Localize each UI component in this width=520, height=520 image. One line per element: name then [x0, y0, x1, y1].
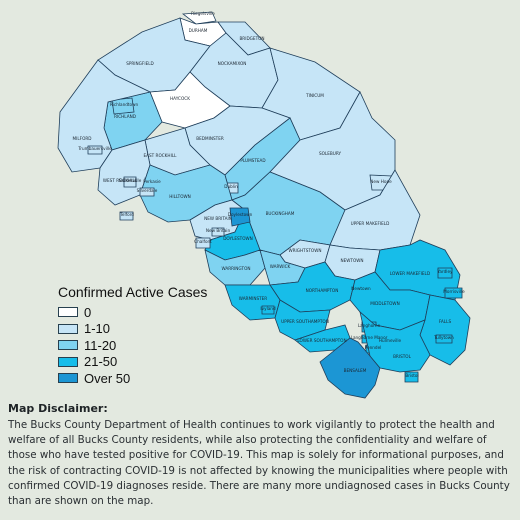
- municipality-label-langhorne: Langhorne: [358, 323, 381, 328]
- municipality-label-silverdale: Silverdale: [137, 188, 158, 193]
- municipality-label-new-britain-twp: NEW BRITAIN: [204, 216, 232, 221]
- municipality-label-milford: MILFORD: [72, 136, 91, 141]
- legend-label-11-20: 11-20: [84, 337, 117, 353]
- municipality-bensalem: [319, 337, 381, 399]
- municipality-label-nockamixon: NOCKAMIXON: [218, 61, 247, 66]
- municipality-label-new-britain-boro: New Britain: [206, 228, 231, 233]
- municipality-label-haycock: HAYCOCK: [170, 96, 190, 101]
- municipality-tullytown: [435, 334, 453, 344]
- municipality-label-warrington: WARRINGTON: [221, 266, 250, 271]
- municipality-label-ivyland: Ivyland: [260, 306, 276, 311]
- legend-item-11-20: 11-20: [58, 337, 228, 354]
- municipality-upper-southampton: [274, 299, 331, 341]
- municipality-labels: Riegelsville DURHAM BRIDGETON SPRINGFIELD NO…: [72, 11, 465, 378]
- municipality-label-lower-southampton: LOWER SOUTHAMPTON: [297, 338, 346, 343]
- municipality-label-solebury: SOLEBURY: [319, 151, 342, 156]
- municipality-label-langhorne-manor: Langhorne Manor: [351, 335, 388, 340]
- municipality-warminster: [224, 284, 281, 321]
- municipality-label-hulmeville: Hulmeville: [379, 338, 402, 343]
- municipality-label-falls: FALLS: [439, 319, 452, 324]
- bucks-county-map: Riegelsville DURHAM BRIDGETON SPRINGFIELD NO…: [57, 11, 471, 399]
- municipality-shapes: [57, 11, 471, 399]
- municipality-label-northampton: NORTHAMPTON: [306, 288, 339, 293]
- legend-swatch-1-10: [58, 323, 78, 334]
- municipality-ivyland: [261, 305, 275, 315]
- legend-swatch-11-20: [58, 340, 78, 351]
- disclaimer-body: The Bucks County Department of Health co…: [8, 419, 510, 508]
- municipality-label-buckingham: BUCKINGHAM: [266, 211, 295, 216]
- municipality-doylestown-boro: [229, 207, 251, 227]
- municipality-label-bedminster: BEDMINSTER: [196, 136, 224, 141]
- municipality-label-newtown-twp: NEWTOWN: [340, 258, 363, 263]
- municipality-label-penndel: Penndel: [365, 345, 382, 350]
- municipality-label-warminster: WARMINSTER: [239, 296, 268, 301]
- municipality-label-riegelsville: Riegelsville: [191, 11, 215, 16]
- municipality-new-britain-boro: [211, 227, 225, 237]
- municipality-label-durham: DURHAM: [189, 28, 208, 33]
- municipality-label-bensalem: BENSALEM: [344, 368, 367, 373]
- municipality-telford: [119, 211, 134, 221]
- legend-item-21-50: 21-50: [58, 354, 228, 371]
- municipality-chalfont: [195, 237, 211, 249]
- municipality-label-west-rockhill: WEST ROCKHILL: [103, 178, 138, 183]
- legend-title: Confirmed Active Cases: [58, 284, 208, 300]
- municipality-trumbauersville: [87, 145, 103, 155]
- municipality-label-bristol-twp: BRISTOL: [393, 354, 412, 359]
- municipality-label-bridgeton: BRIDGETON: [239, 36, 264, 41]
- disclaimer-title: Map Disclaimer:: [8, 402, 108, 415]
- municipality-label-wrightstown: WRIGHTSTOWN: [288, 248, 321, 253]
- municipality-silverdale: [139, 187, 155, 197]
- municipality-yardley: [437, 267, 453, 279]
- legend-label-zero: 0: [84, 304, 92, 320]
- legend-label-1-10: 1-10: [84, 321, 111, 337]
- municipality-label-sellersville: Sellersville: [119, 178, 142, 183]
- municipality-sellersville: [123, 176, 137, 188]
- municipality-label-new-hope: New Hope: [370, 179, 392, 184]
- municipality-label-springfield: SPRINGFIELD: [126, 61, 154, 66]
- legend-item-zero: 0: [58, 304, 228, 321]
- municipality-label-lower-makefield: LOWER MAKEFIELD: [390, 271, 430, 276]
- legend-item-over-50: Over 50: [58, 370, 228, 387]
- legend-label-21-50: 21-50: [84, 354, 118, 370]
- municipality-label-morrisville: Morrisville: [443, 289, 465, 294]
- legend-swatch-zero: [58, 307, 78, 318]
- municipality-label-telford: Telford: [119, 212, 134, 217]
- municipality-label-bristol-boro: Bristol: [405, 373, 418, 378]
- municipality-riegelsville: [181, 11, 217, 25]
- municipality-bristol-boro: [404, 371, 419, 383]
- municipality-morrisville: [444, 287, 463, 299]
- municipality-label-middletown: MIDDLETOWN: [370, 301, 399, 306]
- map-disclaimer: Map Disclaimer: The Bucks County Departm…: [8, 402, 516, 509]
- municipality-label-upper-makefield: UPPER MAKEFIELD: [351, 221, 390, 226]
- municipality-label-warwick: WARWICK: [270, 264, 291, 269]
- legend-swatch-over-50: [58, 373, 78, 384]
- municipality-label-doylestown-boro: Doylestown: [228, 212, 253, 217]
- map-legend: Confirmed Active Cases 0 1-10 11-20 21-5…: [58, 284, 228, 387]
- municipality-richlandtown: [111, 97, 135, 115]
- municipality-label-tullytown: Tullytown: [433, 335, 454, 340]
- municipality-label-upper-southampton: UPPER SOUTHAMPTON: [281, 319, 329, 324]
- municipality-label-plumstead: PLUMSTEAD: [240, 158, 265, 163]
- legend-item-1-10: 1-10: [58, 321, 228, 338]
- municipality-label-richlandtown: Richlandtown: [110, 102, 139, 107]
- municipality-label-trumbauersville: Trumbauersville: [77, 146, 112, 151]
- municipality-label-richland: RICHLAND: [114, 114, 136, 119]
- legend-label-over-50: Over 50: [84, 370, 131, 386]
- municipality-label-perkasie: Perkasie: [143, 179, 161, 184]
- municipality-label-chalfont: Chalfont: [194, 239, 212, 244]
- municipality-label-east-rockhill: EAST ROCKHILL: [144, 153, 178, 158]
- municipality-label-doylestown-twp: DOYLESTOWN: [223, 236, 253, 241]
- municipality-label-tinicum: TINICUM: [305, 93, 324, 98]
- municipality-bristol-twp: [359, 310, 431, 373]
- legend-swatch-21-50: [58, 356, 78, 367]
- municipality-label-yardley: Yardley: [436, 269, 453, 274]
- municipality-label-hilltown: HILLTOWN: [169, 194, 191, 199]
- municipality-label-dublin: Dublin: [224, 184, 238, 189]
- municipality-milford: [57, 59, 152, 173]
- municipality-label-newtown-boro: Newtown: [351, 286, 371, 291]
